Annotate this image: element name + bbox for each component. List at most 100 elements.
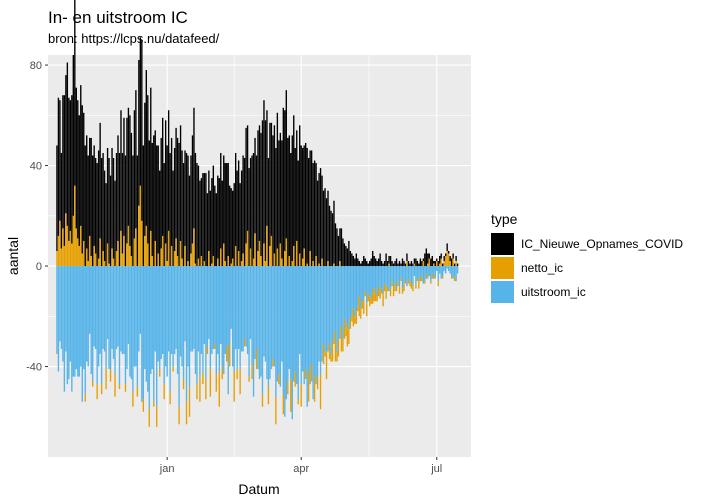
bar-ic-nieuwe-opnames-covid bbox=[75, 87, 77, 229]
bar-netto-ic bbox=[263, 243, 265, 267]
bar-uitstroom-ic bbox=[159, 266, 161, 370]
bar-uitstroom-ic bbox=[324, 266, 326, 352]
bar-uitstroom-ic bbox=[267, 266, 270, 387]
bar-netto-ic bbox=[178, 406, 180, 425]
bar-ic-nieuwe-opnames-covid bbox=[333, 200, 335, 264]
bar-ic-nieuwe-opnames-covid bbox=[279, 132, 282, 244]
bar-uitstroom-ic bbox=[385, 266, 387, 289]
bar-ic-nieuwe-opnames-covid bbox=[179, 125, 182, 241]
bar-uitstroom-ic bbox=[376, 266, 378, 297]
bar-uitstroom-ic bbox=[230, 266, 232, 329]
bar-netto-ic bbox=[273, 253, 276, 267]
bar-ic-nieuwe-opnames-covid bbox=[330, 210, 332, 267]
bar-ic-nieuwe-opnames-covid bbox=[349, 250, 352, 267]
bar-ic-nieuwe-opnames-covid bbox=[63, 95, 66, 246]
bar-ic-nieuwe-opnames-covid bbox=[233, 183, 235, 267]
bar-uitstroom-ic bbox=[212, 266, 215, 349]
bar-netto-ic bbox=[167, 230, 170, 267]
bar-uitstroom-ic bbox=[260, 266, 262, 377]
bar-ic-nieuwe-opnames-covid bbox=[118, 152, 121, 267]
bar-uitstroom-ic bbox=[138, 266, 140, 352]
y-tick-label: 40 bbox=[30, 161, 42, 173]
bar-netto-ic bbox=[345, 328, 347, 337]
bar-uitstroom-ic bbox=[284, 266, 286, 417]
bar-ic-nieuwe-opnames-covid bbox=[418, 263, 420, 267]
bar-uitstroom-ic bbox=[78, 266, 80, 377]
bar-uitstroom-ic bbox=[182, 266, 185, 380]
bar-ic-nieuwe-opnames-covid bbox=[416, 261, 419, 267]
bar-ic-nieuwe-opnames-covid bbox=[309, 150, 311, 251]
bar-netto-ic bbox=[69, 230, 72, 267]
bar-netto-ic bbox=[424, 281, 426, 284]
bar-uitstroom-ic bbox=[348, 266, 350, 329]
y-tick-label: 0 bbox=[36, 261, 42, 273]
bar-uitstroom-ic bbox=[218, 266, 220, 372]
bar-ic-nieuwe-opnames-covid bbox=[188, 175, 191, 267]
bar-ic-nieuwe-opnames-covid bbox=[383, 261, 386, 267]
bar-netto-ic bbox=[401, 288, 404, 294]
bar-ic-nieuwe-opnames-covid bbox=[269, 122, 271, 246]
bar-uitstroom-ic bbox=[115, 266, 118, 349]
bar-netto-ic bbox=[366, 303, 368, 317]
bar-netto-ic bbox=[272, 359, 274, 367]
bar-netto-ic bbox=[372, 288, 374, 304]
bar-netto-ic bbox=[124, 384, 127, 392]
bar-uitstroom-ic bbox=[416, 266, 419, 279]
bar-netto-ic bbox=[191, 243, 194, 267]
bar-uitstroom-ic bbox=[288, 266, 290, 370]
bar-uitstroom-ic bbox=[346, 266, 349, 324]
bar-ic-nieuwe-opnames-covid bbox=[370, 258, 372, 267]
bar-netto-ic bbox=[200, 256, 203, 267]
bar-uitstroom-ic bbox=[261, 266, 264, 395]
bar-uitstroom-ic bbox=[443, 266, 445, 272]
bar-netto-ic bbox=[313, 376, 316, 402]
bar-uitstroom-ic bbox=[75, 266, 77, 370]
bar-uitstroom-ic bbox=[126, 266, 128, 370]
bar-uitstroom-ic bbox=[190, 266, 192, 352]
bar-uitstroom-ic bbox=[336, 266, 338, 352]
bar-uitstroom-ic bbox=[404, 266, 407, 282]
bar-uitstroom-ic bbox=[205, 266, 207, 380]
bar-ic-nieuwe-opnames-covid bbox=[243, 158, 246, 267]
bar-netto-ic bbox=[123, 235, 125, 267]
bar-netto-ic bbox=[419, 276, 422, 282]
bar-ic-nieuwe-opnames-covid bbox=[410, 261, 413, 267]
bar-ic-nieuwe-opnames-covid bbox=[96, 163, 98, 267]
bar-uitstroom-ic bbox=[93, 266, 95, 347]
bar-netto-ic bbox=[166, 261, 168, 267]
bar-uitstroom-ic bbox=[315, 266, 317, 385]
bar-netto-ic bbox=[437, 281, 439, 287]
bar-ic-nieuwe-opnames-covid bbox=[439, 256, 441, 264]
bar-uitstroom-ic bbox=[233, 266, 235, 372]
bar-netto-ic bbox=[148, 409, 150, 427]
bar-uitstroom-ic bbox=[239, 266, 241, 370]
bar-uitstroom-ic bbox=[145, 266, 147, 382]
bar-netto-ic bbox=[103, 261, 106, 267]
bar-ic-nieuwe-opnames-covid bbox=[94, 158, 97, 254]
bar-ic-nieuwe-opnames-covid bbox=[159, 170, 161, 267]
bar-uitstroom-ic bbox=[333, 266, 335, 344]
bar-ic-nieuwe-opnames-covid bbox=[239, 183, 241, 267]
bar-ic-nieuwe-opnames-covid bbox=[270, 122, 273, 236]
bar-ic-nieuwe-opnames-covid bbox=[59, 100, 61, 221]
bar-ic-nieuwe-opnames-covid bbox=[291, 135, 293, 262]
bar-ic-nieuwe-opnames-covid bbox=[304, 142, 307, 267]
bar-ic-nieuwe-opnames-covid bbox=[74, 0, 76, 186]
bar-uitstroom-ic bbox=[96, 266, 98, 385]
bar-uitstroom-ic bbox=[66, 266, 69, 385]
bar-uitstroom-ic bbox=[398, 266, 401, 287]
bar-netto-ic bbox=[224, 261, 226, 267]
bar-uitstroom-ic bbox=[252, 266, 255, 397]
bar-netto-ic bbox=[355, 311, 357, 324]
bar-uitstroom-ic bbox=[386, 266, 389, 287]
bar-uitstroom-ic bbox=[83, 266, 85, 370]
bar-ic-nieuwe-opnames-covid bbox=[211, 178, 213, 264]
bar-netto-ic bbox=[346, 323, 349, 347]
bar-uitstroom-ic bbox=[80, 266, 82, 367]
bar-uitstroom-ic bbox=[163, 266, 165, 385]
legend-label: uitstroom_ic bbox=[521, 285, 586, 299]
bar-netto-ic bbox=[234, 245, 237, 267]
bar-netto-ic bbox=[114, 374, 116, 397]
bar-netto-ic bbox=[135, 228, 137, 267]
bar-ic-nieuwe-opnames-covid bbox=[307, 158, 310, 267]
